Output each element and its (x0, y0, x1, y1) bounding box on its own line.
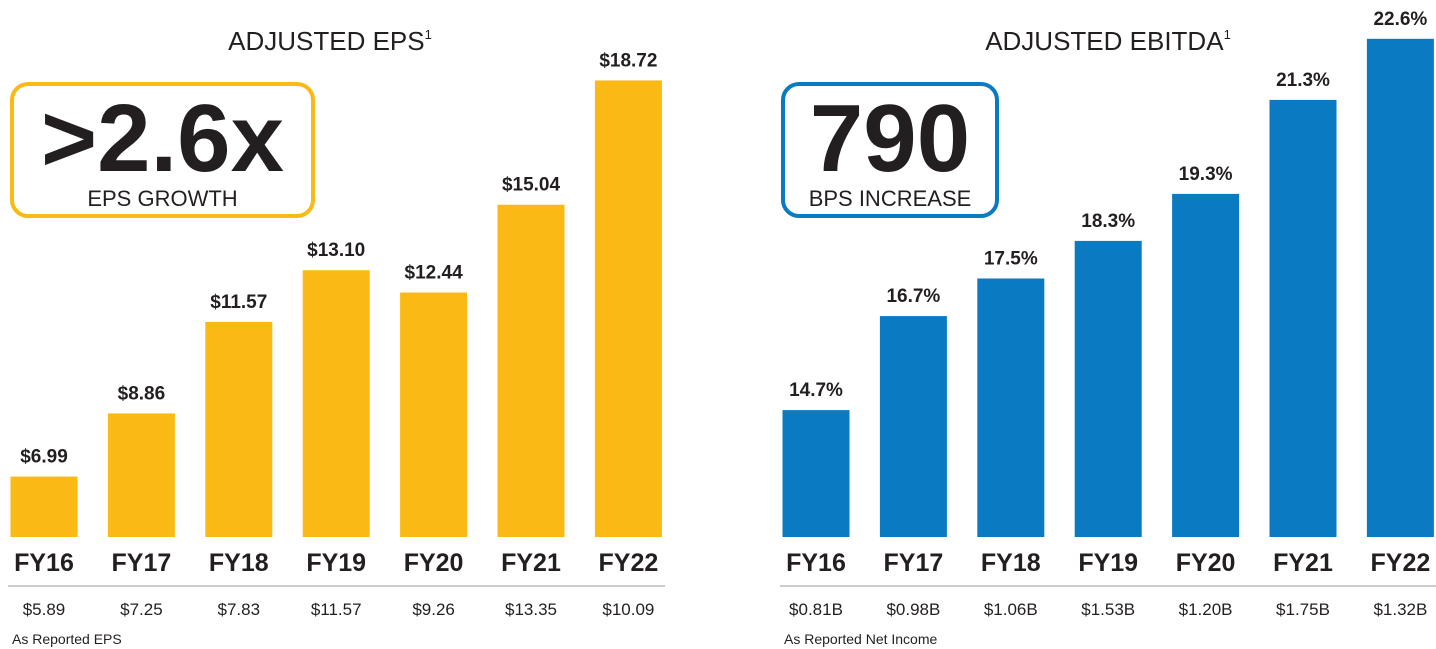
reported-value: $11.57 (311, 600, 362, 619)
callout-box (10, 82, 315, 218)
category-label: FY20 (404, 549, 464, 577)
reported-value: $0.81B (789, 600, 843, 619)
bar (497, 204, 565, 537)
bar (1269, 99, 1337, 538)
reported-value: $5.89 (23, 600, 66, 619)
bar (782, 410, 850, 537)
value-label: $12.44 (405, 263, 464, 284)
bar (107, 413, 175, 537)
category-label: FY18 (981, 549, 1041, 577)
title-text: ADJUSTED EBITDA (985, 26, 1224, 56)
bar (1172, 193, 1240, 537)
category-label: FY20 (1176, 549, 1236, 577)
callout-text: EPS GROWTH (87, 186, 237, 211)
footnote: As Reported EPS (12, 631, 122, 647)
chart-title: ADJUSTED EBITDA1 (985, 26, 1231, 56)
value-label: 14.7% (789, 380, 843, 401)
value-label: $13.10 (307, 240, 365, 261)
callout-text: BPS INCREASE (809, 186, 972, 211)
callout-value: >2.6x (41, 85, 284, 192)
category-label: FY16 (786, 549, 846, 577)
reported-value: $1.20B (1179, 600, 1233, 619)
title-text: ADJUSTED EPS (228, 26, 425, 56)
category-label: FY18 (209, 549, 269, 577)
value-label: 17.5% (984, 249, 1038, 270)
title-note: 1 (1224, 27, 1231, 42)
value-label: $18.72 (599, 50, 657, 71)
reported-value: $13.35 (505, 600, 557, 619)
bar (977, 278, 1045, 537)
category-label: FY17 (884, 549, 944, 577)
bar (594, 80, 662, 537)
reported-value: $7.83 (218, 600, 261, 619)
bar (879, 316, 947, 537)
value-label: $8.86 (118, 383, 166, 404)
value-label: $11.57 (210, 292, 267, 313)
reported-value: $0.98B (886, 600, 940, 619)
bar (205, 321, 273, 537)
value-label: 16.7% (886, 286, 940, 307)
reported-value: $1.06B (984, 600, 1038, 619)
title-note: 1 (425, 27, 432, 42)
value-label: $15.04 (502, 175, 561, 196)
value-label: 21.3% (1276, 70, 1330, 91)
category-label: FY21 (1273, 549, 1333, 577)
category-label: FY19 (306, 549, 366, 577)
reported-value: $7.25 (120, 600, 163, 619)
chart-title: ADJUSTED EPS1 (228, 26, 432, 56)
category-label: FY22 (1371, 549, 1431, 577)
bar (400, 292, 468, 537)
category-label: FY19 (1078, 549, 1138, 577)
category-label: FY22 (599, 549, 659, 577)
value-label: 19.3% (1179, 164, 1233, 185)
footnote: As Reported Net Income (784, 631, 938, 647)
bar (10, 476, 78, 537)
reported-value: $10.09 (602, 600, 654, 619)
value-label: $6.99 (20, 447, 68, 468)
reported-value: $9.26 (412, 600, 455, 619)
reported-value: $1.53B (1081, 600, 1135, 619)
bar (302, 270, 370, 537)
bar (1074, 240, 1142, 537)
category-label: FY16 (14, 549, 74, 577)
category-label: FY17 (112, 549, 172, 577)
reported-value: $1.32B (1373, 600, 1427, 619)
callout-value: 790 (810, 85, 970, 192)
category-label: FY21 (501, 549, 561, 577)
value-label: 18.3% (1081, 211, 1135, 232)
callout-box (781, 82, 999, 218)
value-label: 22.6% (1373, 9, 1427, 30)
reported-value: $1.75B (1276, 600, 1330, 619)
bar (1366, 38, 1434, 538)
